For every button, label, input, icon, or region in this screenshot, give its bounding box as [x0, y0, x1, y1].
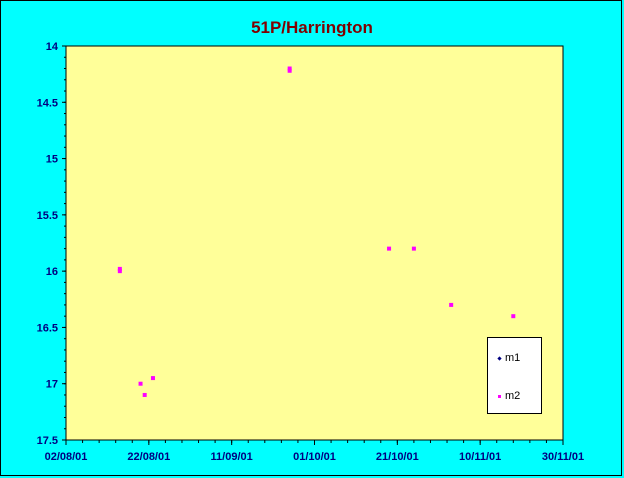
legend: m1 m2 [487, 337, 542, 414]
data-points [117, 66, 516, 397]
axes: 14 14.5 15 15.5 16 16.5 17 17.5 02/08/01 22/08/01… [37, 41, 585, 463]
x-tick-label: 30/11/01 [542, 451, 584, 463]
y-tick-label: 17 [46, 379, 58, 391]
data-point-m2 [287, 68, 292, 73]
data-point-m2 [150, 376, 155, 381]
y-tick-label: 14.5 [37, 97, 58, 109]
y-tick-label: 16.5 [37, 322, 58, 334]
y-tick-label: 17.5 [37, 435, 58, 447]
legend-item-m1: m1 [497, 352, 521, 364]
legend-marker-m2 [498, 394, 501, 398]
y-tick-label: 15 [46, 154, 58, 166]
data-point-m2 [117, 269, 122, 274]
data-point-m2 [138, 381, 143, 386]
y-tick-label: 14 [46, 41, 59, 53]
legend-marker-m1 [497, 355, 502, 361]
x-tick-label: 10/11/01 [459, 451, 501, 463]
y-tick-label: 16 [46, 266, 58, 278]
x-tick-label: 02/08/01 [45, 451, 88, 463]
data-point-m2 [387, 246, 392, 251]
data-point-m2 [411, 246, 416, 251]
x-tick-label: 22/08/01 [127, 451, 170, 463]
x-tick-label: 01/10/01 [293, 451, 336, 463]
legend-label-m1: m1 [505, 352, 521, 364]
data-point-m2 [117, 266, 122, 271]
x-tick-label: 21/10/01 [376, 451, 419, 463]
x-tick-label: 11/09/01 [211, 451, 253, 463]
data-point-m2 [511, 314, 516, 319]
data-point-m2 [142, 392, 147, 397]
legend-label-m2: m2 [505, 390, 521, 402]
data-point-m2 [449, 302, 454, 307]
chart-title: 51P/Harrington [251, 18, 373, 37]
data-point-m2 [287, 66, 292, 71]
y-tick-label: 15.5 [37, 210, 58, 222]
legend-item-m2: m2 [498, 390, 520, 402]
plot-area [65, 45, 564, 441]
